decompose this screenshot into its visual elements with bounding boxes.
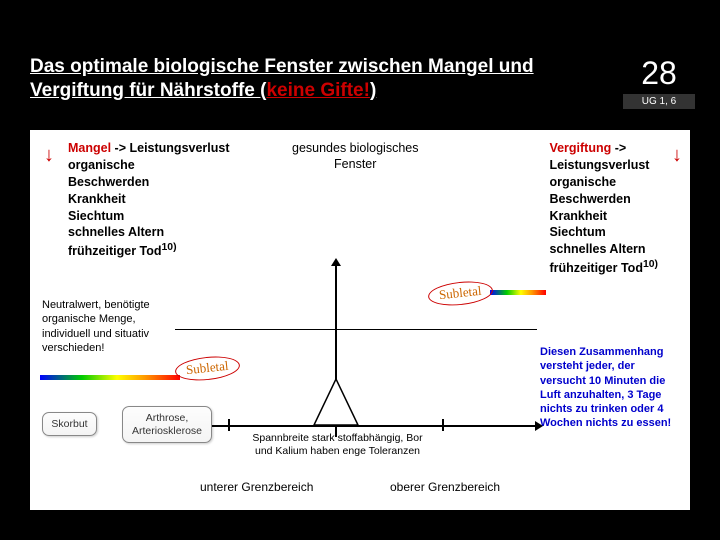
vergiftung-l5: Siechtum [549,225,605,239]
arth-l2: Arteriosklerose [132,425,202,437]
x-axis-arrow-icon [535,421,543,431]
oberer-label: oberer Grenzbereich [390,480,500,494]
page-number-block: 28 UG 1, 6 [623,55,695,109]
rainbow-right-icon [490,290,546,295]
zusammenhang-text-block: Diesen Zusammenhang versteht jeder, der … [540,345,680,431]
tick-left [228,419,230,431]
vergiftung-arrow: -> [611,141,626,155]
vergiftung-l6: schnelles Altern [549,242,645,256]
mangel-l1: Leistungsverlust [129,141,229,155]
title-accent: keine Gifte! [266,80,369,101]
diagram-area: ↓ ↓ Mangel -> Leistungsverlust organisch… [30,130,690,510]
vergiftung-l2: organische [549,175,616,189]
mangel-l7: frühzeitiger Tod [68,244,162,258]
spann-l2: und Kalium haben enge Toleranzen [255,445,420,457]
vergiftung-l4: Krankheit [549,209,607,223]
mangel-sup: 10) [162,242,177,253]
unterer-label: unterer Grenzbereich [200,480,313,494]
gesundes-label: gesundes biologisches Fenster [292,140,418,173]
y-axis-arrow-icon [331,258,341,266]
vergiftung-l1: Leistungsverlust [549,158,649,172]
gesundes-l2: Fenster [334,157,376,171]
neutral-l4: verschieden! [42,342,104,354]
neutral-l2: organische Menge, [42,313,136,325]
arth-l1: Arthrose, [146,412,189,424]
gesundes-l1: gesundes biologisches [292,141,418,155]
mangel-header: Mangel [68,141,111,155]
mangel-l6: schnelles Altern [68,225,164,239]
neutral-text-block: Neutralwert, benötigte organische Menge,… [42,298,172,355]
mangel-arrow: -> [111,141,129,155]
slide-title: Das optimale biologische Fenster zwische… [30,55,540,103]
mangel-l4: Krankheit [68,192,126,206]
page-number: 28 [623,55,695,92]
vergiftung-l3: Beschwerden [549,192,630,206]
mangel-text-block: Mangel -> Leistungsverlust organische Be… [68,140,230,260]
mangel-l2: organische [68,158,135,172]
spannbreite-text: Spannbreite stark stoffabhängig, Bor und… [240,432,435,457]
tick-right [442,419,444,431]
vergiftung-sup: 10) [643,259,658,270]
title-part3: ) [370,80,376,101]
triangle-icon [310,377,362,427]
arthrose-bubble: Arthrose, Arteriosklerose [122,406,212,443]
arrow-down-left-icon: ↓ [44,144,54,167]
spann-l1: Spannbreite stark stoffabhängig, Bor [252,432,422,444]
vergiftung-l7: frühzeitiger Tod [549,261,643,275]
mid-line [175,329,537,330]
arrow-down-right-icon: ↓ [672,144,682,167]
neutral-l3: individuell und situativ [42,328,149,340]
neutral-l1: Neutralwert, benötigte [42,299,150,311]
mangel-l5: Siechtum [68,209,124,223]
subletal-right-label: Subletal [427,279,494,309]
page-number-sub: UG 1, 6 [623,94,695,109]
skorbut-bubble: Skorbut [42,412,97,436]
vergiftung-text-block: Vergiftung -> Leistungsverlust organisch… [549,140,658,277]
rainbow-left-icon [40,375,180,380]
vergiftung-header: Vergiftung [549,141,611,155]
subletal-left-label: Subletal [174,354,241,384]
mangel-l3: Beschwerden [68,175,149,189]
